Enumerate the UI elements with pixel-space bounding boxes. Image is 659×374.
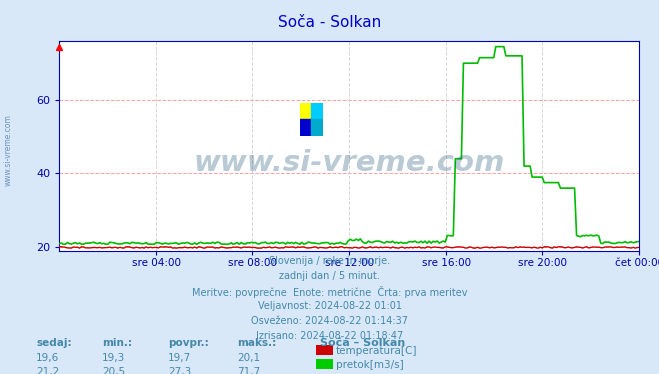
Text: www.si-vreme.com: www.si-vreme.com — [194, 148, 505, 177]
Text: 19,3: 19,3 — [102, 353, 125, 363]
Text: Veljavnost: 2024-08-22 01:01: Veljavnost: 2024-08-22 01:01 — [258, 301, 401, 311]
Bar — [316, 359, 333, 369]
Text: 19,6: 19,6 — [36, 353, 59, 363]
Text: 71,7: 71,7 — [237, 367, 260, 374]
Text: povpr.:: povpr.: — [168, 338, 209, 349]
Text: min.:: min.: — [102, 338, 132, 349]
Text: Soča - Solkan: Soča - Solkan — [278, 15, 381, 30]
Text: 20,1: 20,1 — [237, 353, 260, 363]
Text: Izrisano: 2024-08-22 01:18:47: Izrisano: 2024-08-22 01:18:47 — [256, 331, 403, 341]
Text: pretok[m3/s]: pretok[m3/s] — [336, 360, 404, 370]
Text: Osveženo: 2024-08-22 01:14:37: Osveženo: 2024-08-22 01:14:37 — [251, 316, 408, 326]
Text: zadnji dan / 5 minut.: zadnji dan / 5 minut. — [279, 271, 380, 281]
Text: maks.:: maks.: — [237, 338, 277, 349]
Text: Slovenija / reke in morje.: Slovenija / reke in morje. — [269, 256, 390, 266]
Text: www.si-vreme.com: www.si-vreme.com — [3, 114, 13, 186]
Text: 21,2: 21,2 — [36, 367, 59, 374]
Text: temperatura[C]: temperatura[C] — [336, 346, 418, 356]
Text: 19,7: 19,7 — [168, 353, 191, 363]
Bar — [316, 345, 333, 355]
Text: 27,3: 27,3 — [168, 367, 191, 374]
Text: sedaj:: sedaj: — [36, 338, 72, 349]
Text: Meritve: povprečne  Enote: metrične  Črta: prva meritev: Meritve: povprečne Enote: metrične Črta:… — [192, 286, 467, 298]
Text: 20,5: 20,5 — [102, 367, 125, 374]
Text: Soča – Solkan: Soča – Solkan — [320, 338, 405, 349]
